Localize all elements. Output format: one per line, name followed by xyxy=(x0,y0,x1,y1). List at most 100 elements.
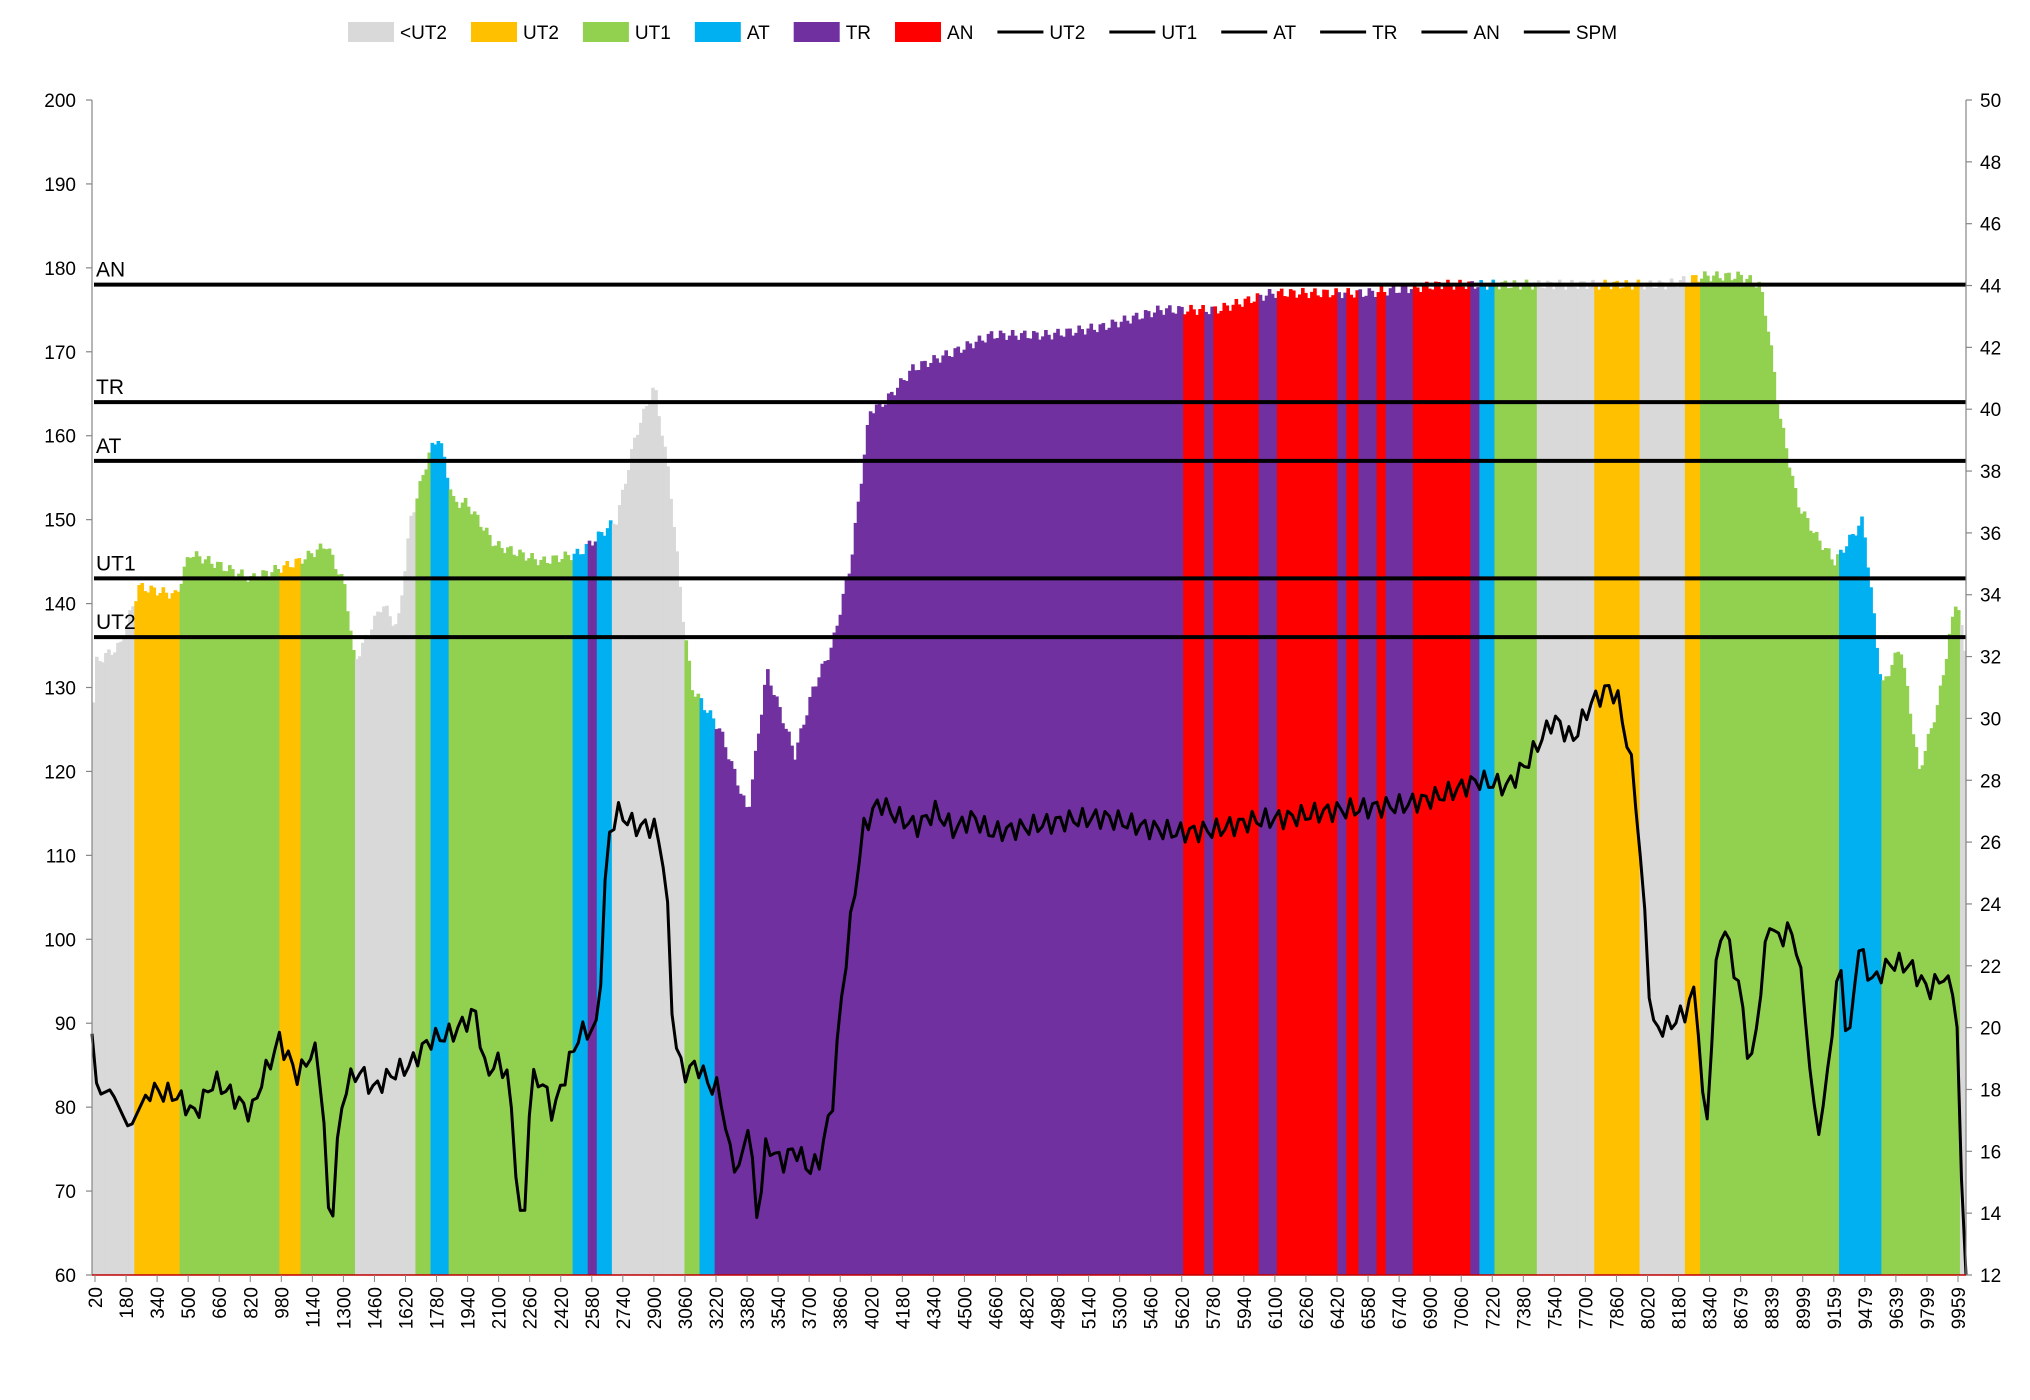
hr-bar xyxy=(678,586,682,1275)
hr-bar xyxy=(1715,271,1719,1275)
hr-bar xyxy=(1291,290,1296,1275)
hr-bar xyxy=(1839,549,1843,1275)
hr-bar xyxy=(1437,282,1441,1275)
hr-bar xyxy=(1161,314,1166,1275)
hr-bar xyxy=(152,587,157,1275)
hr-bar xyxy=(899,378,903,1275)
hr-bar xyxy=(738,793,743,1275)
hr-bar xyxy=(1195,314,1199,1276)
hr-bar xyxy=(880,406,885,1275)
hr-bar xyxy=(282,565,287,1275)
hr-bar xyxy=(1751,282,1756,1275)
hr-bar xyxy=(587,540,592,1275)
hr-bar xyxy=(433,444,438,1276)
hr-bar xyxy=(560,559,565,1275)
hr-bar xyxy=(1829,559,1834,1275)
hr-bar xyxy=(1343,292,1347,1275)
hr-bar xyxy=(1279,288,1284,1275)
x-tick-label: 3540 xyxy=(769,1287,790,1329)
hr-bar xyxy=(1808,530,1813,1275)
hr-bar xyxy=(98,660,102,1275)
hr-bar xyxy=(1557,279,1562,1275)
hr-bar xyxy=(766,669,770,1275)
hr-bar xyxy=(1926,733,1931,1275)
hr-bar xyxy=(826,660,831,1275)
hr-bar xyxy=(1896,651,1901,1275)
hr-bar xyxy=(379,612,383,1275)
hr-bar xyxy=(1192,309,1196,1276)
hr-bar xyxy=(1385,295,1390,1276)
hr-bar xyxy=(110,654,114,1275)
x-tick-label: 8839 xyxy=(1763,1287,1784,1329)
hr-bar xyxy=(1255,293,1260,1275)
hr-bar xyxy=(1083,334,1088,1276)
y-tick-label: 130 xyxy=(44,679,76,700)
hr-bar xyxy=(1261,300,1266,1275)
hr-bar xyxy=(197,556,202,1275)
y2-tick-label: 12 xyxy=(1980,1266,2001,1287)
hr-bar xyxy=(506,547,510,1275)
hr-bar xyxy=(448,489,453,1275)
hr-bar xyxy=(1582,281,1586,1275)
hr-bar xyxy=(1594,283,1598,1275)
threshold-label-ut1: UT1 xyxy=(96,552,136,575)
hr-bar xyxy=(1189,304,1193,1275)
hr-bar xyxy=(1953,606,1958,1275)
hr-bar xyxy=(1464,288,1468,1276)
y2-tick-label: 36 xyxy=(1980,524,2001,545)
hr-bar xyxy=(639,422,643,1275)
hr-bar xyxy=(1016,339,1021,1275)
hr-bar xyxy=(844,579,849,1275)
hr-bar xyxy=(412,512,417,1275)
hr-bar xyxy=(267,576,271,1275)
hr-bar xyxy=(1570,279,1574,1275)
hr-bar xyxy=(1826,548,1831,1275)
hr-bar xyxy=(424,469,429,1275)
hr-bar xyxy=(1606,286,1610,1275)
hr-bar xyxy=(841,593,846,1275)
hr-bar xyxy=(264,570,268,1275)
hr-bar xyxy=(104,653,108,1275)
hr-bar xyxy=(218,562,223,1275)
hr-bar xyxy=(1455,283,1459,1275)
hr-bar xyxy=(835,625,840,1275)
hr-bar xyxy=(862,454,867,1276)
hr-bar xyxy=(1001,333,1006,1275)
x-tick-label: 8999 xyxy=(1794,1287,1815,1329)
hr-bar xyxy=(427,452,432,1275)
y-tick-label: 200 xyxy=(44,91,76,112)
x-tick-label: 980 xyxy=(272,1287,293,1319)
hr-bar xyxy=(155,595,160,1275)
hr-bar xyxy=(1403,286,1408,1275)
y2-tick-label: 48 xyxy=(1980,153,2001,174)
legend-swatch xyxy=(793,22,840,42)
x-tick-label: 820 xyxy=(241,1287,262,1319)
hr-bar xyxy=(1639,285,1644,1275)
hr-bar xyxy=(391,625,395,1275)
hr-bar xyxy=(772,694,776,1275)
hr-bar xyxy=(889,391,894,1275)
x-tick-label: 2740 xyxy=(614,1287,635,1329)
hr-bar xyxy=(406,538,410,1275)
hr-bar xyxy=(503,553,507,1275)
x-tick-label: 5300 xyxy=(1111,1287,1132,1329)
hr-bar xyxy=(206,555,211,1275)
hr-bar xyxy=(300,563,305,1275)
y2-tick-label: 24 xyxy=(1980,895,2002,916)
hr-bar xyxy=(140,583,144,1275)
hr-bar xyxy=(759,714,764,1275)
hr-bar xyxy=(258,578,262,1275)
hr-bar xyxy=(527,558,531,1275)
hr-bar xyxy=(1917,769,1922,1275)
hr-bar xyxy=(617,505,622,1276)
hr-bar xyxy=(1833,565,1837,1275)
hr-bar xyxy=(1905,685,1910,1275)
hr-bar xyxy=(243,576,247,1275)
y-tick-label: 110 xyxy=(46,846,76,867)
hr-bar xyxy=(1418,291,1423,1275)
hr-bar xyxy=(261,570,265,1275)
legend-label: AT xyxy=(1273,23,1296,44)
hr-bar xyxy=(627,470,631,1275)
hr-bar xyxy=(330,554,335,1275)
hr-bar xyxy=(605,528,610,1275)
